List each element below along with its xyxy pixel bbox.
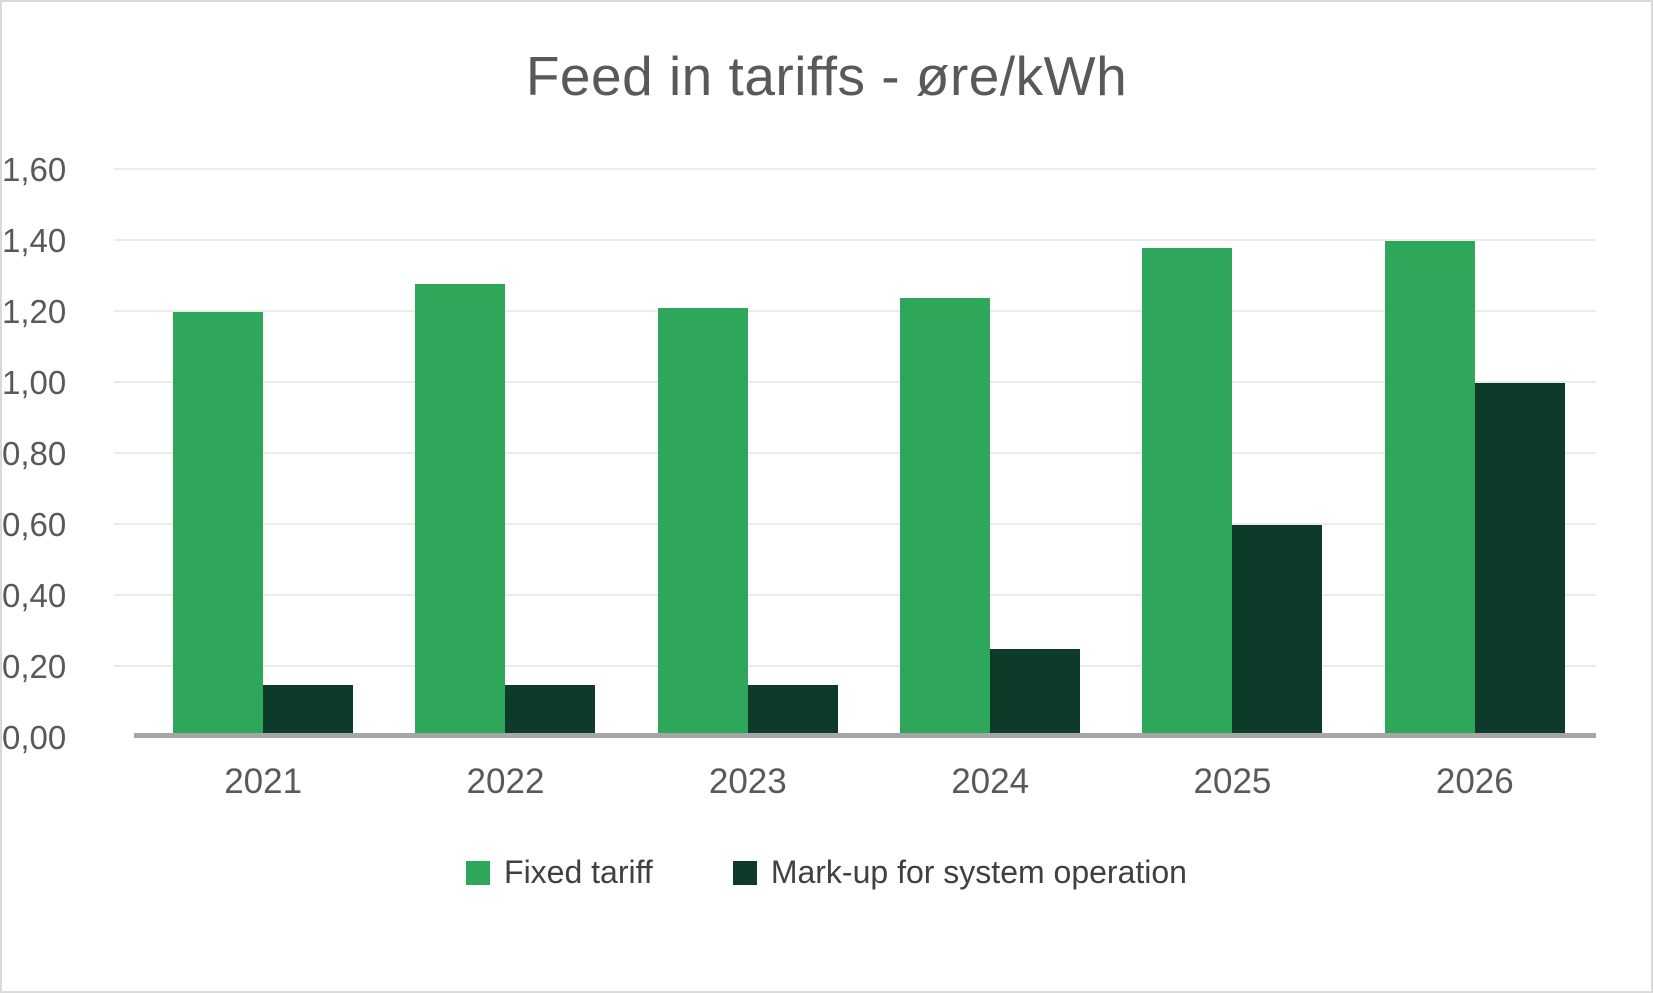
legend-swatch-fixed-tariff xyxy=(466,860,491,885)
bars-layer xyxy=(142,170,1596,738)
x-axis-category-label: 2021 xyxy=(224,762,303,801)
y-axis-tick-label: 0,80 xyxy=(2,435,67,472)
bar-mark-up-for-system-operation-2024 xyxy=(990,649,1081,738)
bar-fixed-tariff-2023 xyxy=(657,308,748,738)
bar-group-2024 xyxy=(869,170,1111,738)
gridline xyxy=(114,452,1596,454)
gridline xyxy=(114,523,1596,525)
gridline xyxy=(114,168,1596,170)
y-axis-tick-label: 1,40 xyxy=(2,222,67,259)
gridline xyxy=(114,665,1596,667)
y-axis-tick-label: 0,40 xyxy=(2,577,67,614)
gridline xyxy=(114,310,1596,312)
y-axis-tick-label: 0,00 xyxy=(2,719,67,756)
plot-area: 0,00 0,20 0,40 0,60 0,80 1,00 1,20 1,40 1,60 xyxy=(2,151,1596,756)
bar-mark-up-for-system-operation-2026 xyxy=(1474,383,1565,738)
bar-fixed-tariff-2026 xyxy=(1384,241,1475,738)
legend-swatch-mark-up-for-system-operation xyxy=(732,860,757,885)
bar-group-2021 xyxy=(142,170,384,738)
y-axis-tick-label: 1,20 xyxy=(2,293,67,330)
bar-fixed-tariff-2025 xyxy=(1142,248,1233,738)
bar-fixed-tariff-2024 xyxy=(900,297,991,738)
x-axis: 2021 2022 2023 2024 2025 2026 xyxy=(142,762,1596,802)
legend-item-fixed-tariff: Fixed tariff xyxy=(466,854,653,891)
gridline xyxy=(114,239,1596,241)
x-axis-category-label: 2022 xyxy=(466,762,545,801)
bar-mark-up-for-system-operation-2021 xyxy=(263,684,354,738)
bar-group-2022 xyxy=(384,170,626,738)
gridline xyxy=(114,381,1596,383)
x-axis-category-label: 2024 xyxy=(951,762,1030,801)
x-axis-baseline xyxy=(134,733,1596,738)
gridline xyxy=(114,594,1596,596)
y-axis-tick-label: 0,60 xyxy=(2,506,67,543)
x-axis-category-label: 2023 xyxy=(708,762,787,801)
bar-group-2025 xyxy=(1111,170,1353,738)
bar-group-2026 xyxy=(1354,170,1596,738)
x-axis-category-label: 2026 xyxy=(1435,762,1514,801)
bar-group-2023 xyxy=(627,170,869,738)
bar-mark-up-for-system-operation-2023 xyxy=(747,684,838,738)
x-axis-category-label: 2025 xyxy=(1193,762,1272,801)
legend: Fixed tariff Mark-up for system operation xyxy=(2,854,1651,891)
legend-label: Fixed tariff xyxy=(504,854,653,890)
legend-label: Mark-up for system operation xyxy=(770,854,1187,890)
bar-fixed-tariff-2021 xyxy=(173,312,264,738)
bar-mark-up-for-system-operation-2025 xyxy=(1232,525,1323,738)
y-axis-tick-label: 1,60 xyxy=(2,151,67,188)
bar-mark-up-for-system-operation-2022 xyxy=(505,684,596,738)
y-axis-tick-label: 0,20 xyxy=(2,648,67,685)
chart-title: Feed in tariffs - øre/kWh xyxy=(525,45,1128,107)
legend-item-mark-up-for-system-operation: Mark-up for system operation xyxy=(732,854,1187,891)
y-axis-tick-label: 1,00 xyxy=(2,364,67,401)
bar-fixed-tariff-2022 xyxy=(415,283,506,738)
